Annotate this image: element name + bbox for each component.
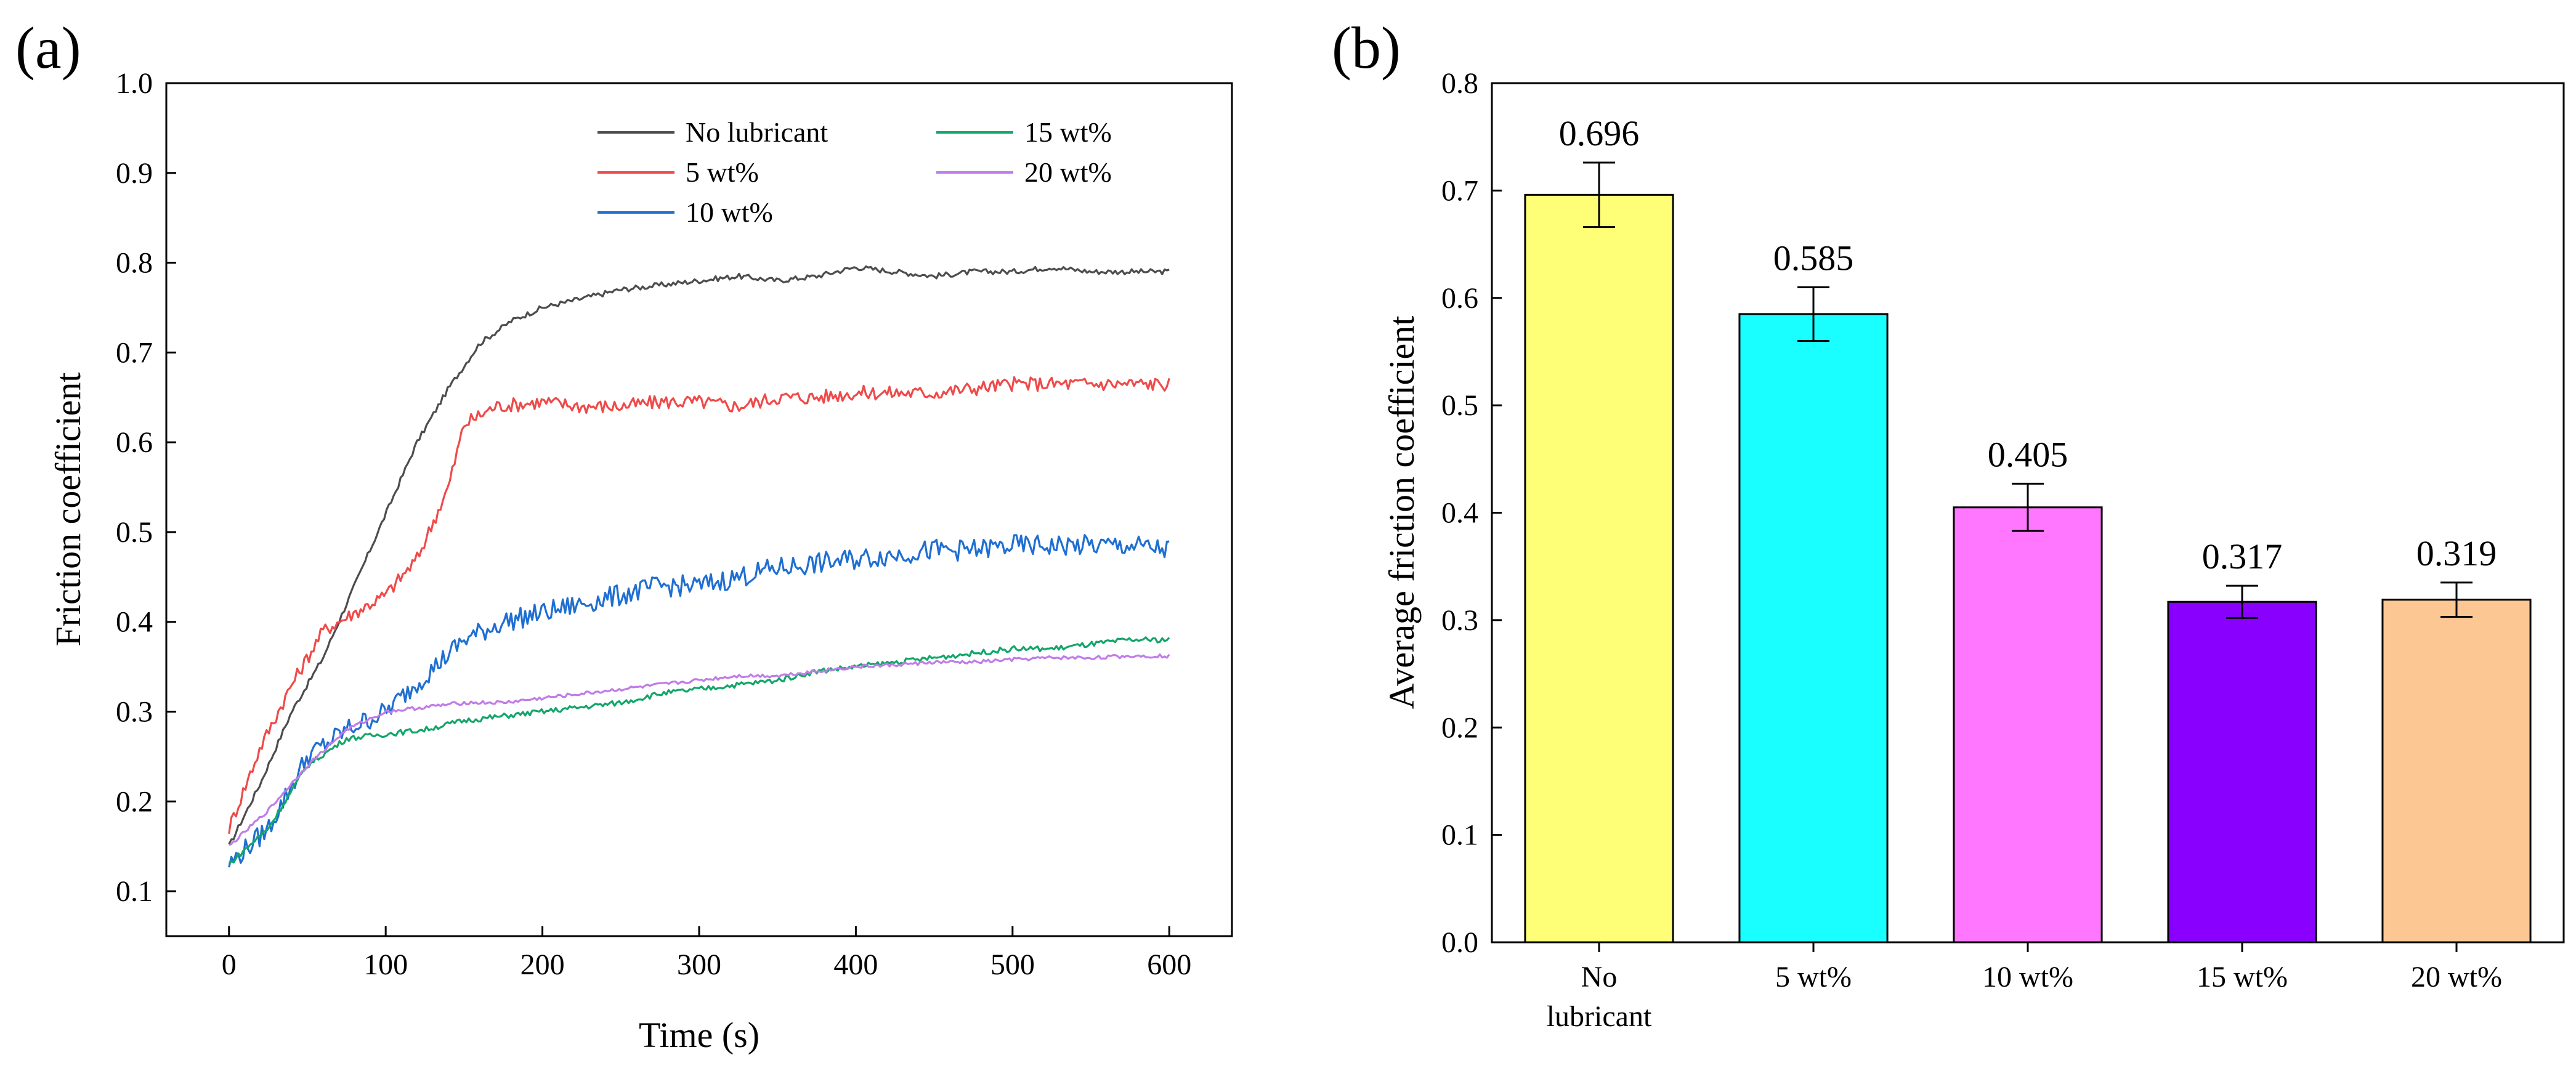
panel-a-y-tick-label: 0.7 <box>116 336 153 369</box>
legend-label-4: 20 wt% <box>1024 156 1112 188</box>
bar-3 <box>2167 600 2317 944</box>
panel-a-y-tick-label: 0.8 <box>116 247 153 280</box>
panel-a-y-axis-title: Friction coefficient <box>48 372 88 646</box>
series-line-1 <box>228 376 1170 835</box>
panel-a-x-ticks: 0 100 200 300 400 500 600 <box>222 926 1191 981</box>
category-label-0: No lubricant <box>1547 961 1652 1033</box>
bar-1 <box>1738 313 1889 944</box>
panel-b-y-tick-label: 0.7 <box>1441 174 1478 207</box>
bar-2 <box>1953 506 2103 944</box>
panel-b-x-labels: No lubricant 5 wt% 10 wt% 15 wt% 20 wt% <box>1547 942 2502 1033</box>
panel-a-legend: No lubricant 5 wt% 10 wt% 15 wt% 20 wt% <box>597 116 1112 228</box>
bar-value-label-1: 0.585 <box>1773 238 1854 278</box>
panel-b-label: (b) <box>1332 15 1401 81</box>
series-line-0 <box>228 265 1170 845</box>
category-label-2: 10 wt% <box>1982 961 2073 993</box>
category-label-4: 20 wt% <box>2411 961 2502 993</box>
series-line-4 <box>229 653 1170 846</box>
panel-a-y-ticks: 0.1 0.2 0.3 0.4 0.5 0.6 0.7 0.8 0.9 1.0 <box>116 67 176 908</box>
panel-b-y-axis-title: Average friction coefficient <box>1382 316 1422 709</box>
bar-4 <box>2381 599 2532 944</box>
panel-b-y-tick-label: 0.5 <box>1441 389 1478 422</box>
category-label-3: 15 wt% <box>2197 961 2288 993</box>
panel-a-x-axis-title: Time (s) <box>639 1015 759 1055</box>
panel-a-x-tick-label: 500 <box>990 948 1035 981</box>
panel-a-y-tick-label: 0.5 <box>116 516 153 549</box>
panel-a-x-tick-label: 200 <box>520 948 565 981</box>
panel-b-y-tick-label: 0.1 <box>1441 819 1478 852</box>
panel-a-y-tick-label: 0.3 <box>116 696 153 729</box>
panel-a-x-tick-label: 300 <box>677 948 721 981</box>
bar-value-label-4: 0.319 <box>2416 533 2497 573</box>
panel-a-x-tick-label: 100 <box>363 948 408 981</box>
bar-value-label-0: 0.696 <box>1559 113 1640 153</box>
legend-label-1: 5 wt% <box>686 156 759 188</box>
panel-a-y-tick-label: 0.9 <box>116 157 153 190</box>
panel-a-label: (a) <box>15 15 81 81</box>
bar-0 <box>1524 193 1674 944</box>
panel-b-bar-chart: (b) 0.0 0.1 0.2 0.3 0.4 0.5 0.6 0.7 0.8 0.696 0.5… <box>1332 15 2565 1033</box>
panel-b-y-tick-label: 0.6 <box>1441 282 1478 315</box>
legend-label-2: 10 wt% <box>686 196 773 228</box>
panel-a-series <box>228 265 1170 868</box>
panel-a-y-tick-label: 0.6 <box>116 426 153 459</box>
panel-a-x-tick-label: 600 <box>1147 948 1191 981</box>
panel-b-y-tick-label: 0.2 <box>1441 711 1478 744</box>
panel-a-line-chart: (a) 0.1 0.2 0.3 0.4 0.5 0.6 0.7 0.8 0.9 1.0 0 100 2… <box>15 15 1233 1055</box>
category-label-1: 5 wt% <box>1775 961 1852 993</box>
panel-b-bars: 0.696 0.585 0.405 0.317 0.319 <box>1524 113 2532 944</box>
panel-b-y-tick-label: 0.4 <box>1441 497 1478 530</box>
series-line-3 <box>228 636 1170 865</box>
panel-a-y-tick-label: 1.0 <box>116 67 153 100</box>
panel-b-y-ticks: 0.0 0.1 0.2 0.3 0.4 0.5 0.6 0.7 0.8 <box>1441 67 1502 959</box>
panel-a-x-tick-label: 400 <box>833 948 878 981</box>
bar-value-label-3: 0.317 <box>2202 536 2283 576</box>
legend-label-3: 15 wt% <box>1024 116 1112 148</box>
series-line-2 <box>228 534 1170 868</box>
panel-a-y-tick-label: 0.1 <box>116 875 153 908</box>
panel-a-y-tick-label: 0.2 <box>116 785 153 818</box>
panel-b-y-tick-label: 0.0 <box>1441 926 1478 959</box>
legend-label-0: No lubricant <box>686 116 828 148</box>
panel-b-y-tick-label: 0.8 <box>1441 67 1478 100</box>
panel-b-y-tick-label: 0.3 <box>1441 604 1478 637</box>
panel-a-y-tick-label: 0.4 <box>116 606 153 639</box>
bar-value-label-2: 0.405 <box>1988 434 2068 474</box>
panel-a-x-tick-label: 0 <box>222 948 237 981</box>
